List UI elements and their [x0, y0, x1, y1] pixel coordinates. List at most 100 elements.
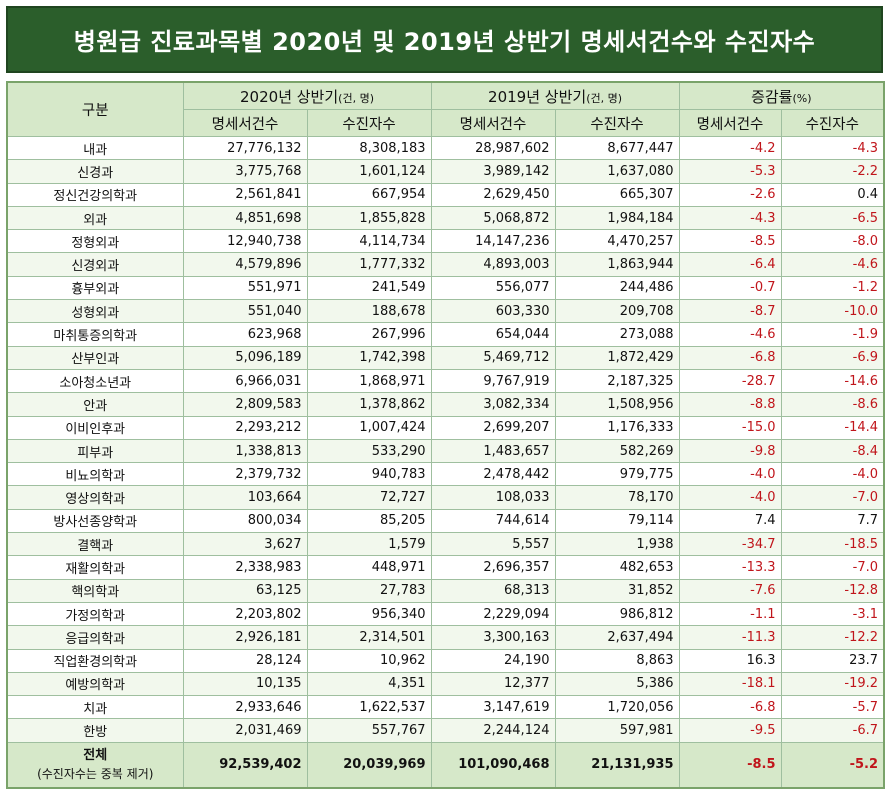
cell-claims-2019: 3,989,142: [430, 159, 556, 184]
cell-patients-2020: 85,205: [306, 508, 432, 534]
cell-claims-change: -4.0: [678, 462, 782, 487]
header-claims-2019: 명세서건수: [430, 109, 556, 137]
cell-patients-2019: 1,984,184: [554, 205, 680, 231]
cell-claims-2019: 28,987,602: [430, 135, 556, 161]
cell-claims-change: 7.4: [678, 508, 782, 534]
header-patients-2020: 수진자수: [306, 109, 432, 137]
cell-patients-2020: 10,962: [306, 648, 432, 673]
cell-claims-2020: 800,034: [182, 508, 308, 534]
data-table: 구분 2020년 상반기(건, 명) 2019년 상반기(건, 명) 증감률(%…: [6, 81, 886, 789]
cell-claims-2020: 3,775,768: [182, 159, 308, 184]
row-label: 피부과: [6, 438, 184, 464]
cell-patients-change: -4.0: [780, 462, 885, 487]
cell-patients-2019: 665,307: [554, 182, 680, 207]
cell-patients-change: 0.4: [780, 182, 885, 207]
cell-patients-change: -1.2: [780, 275, 885, 301]
table-row: 가정의학과 2,203,802 956,340 2,229,094 986,812 -1.…: [6, 601, 885, 627]
cell-claims-2020: 4,851,698: [182, 205, 308, 231]
cell-patients-2019: 273,088: [554, 322, 680, 347]
cell-claims-2020: 5,096,189: [182, 345, 308, 370]
total-claims-2019: 101,090,468: [430, 741, 556, 789]
cell-patients-2020: 1,378,862: [306, 392, 432, 417]
cell-patients-2019: 1,938: [554, 532, 680, 557]
total-claims-change: -8.5: [678, 741, 782, 789]
cell-patients-change: -18.5: [780, 532, 885, 557]
cell-claims-2020: 623,968: [182, 322, 308, 347]
table-row: 결핵과 3,627 1,579 5,557 1,938 -34.7 -18.5: [6, 532, 885, 557]
cell-claims-2020: 2,031,469: [182, 718, 308, 743]
cell-patients-2019: 1,508,956: [554, 392, 680, 417]
cell-patients-2020: 267,996: [306, 322, 432, 347]
cell-claims-change: -8.8: [678, 392, 782, 417]
header-patients-2019: 수진자수: [554, 109, 680, 137]
row-label: 응급의학과: [6, 625, 184, 650]
header-group-2020: 2020년 상반기(건, 명): [182, 81, 432, 110]
cell-claims-2020: 6,966,031: [182, 368, 308, 394]
cell-patients-2020: 188,678: [306, 299, 432, 324]
cell-patients-2019: 8,863: [554, 648, 680, 673]
row-label: 핵의학과: [6, 578, 184, 603]
table-row: 방사선종양학과 800,034 85,205 744,614 79,114 7.4 7.7: [6, 508, 885, 534]
cell-claims-2020: 2,338,983: [182, 555, 308, 580]
cell-patients-2019: 986,812: [554, 601, 680, 627]
cell-claims-2020: 4,579,896: [182, 252, 308, 277]
cell-patients-2020: 8,308,183: [306, 135, 432, 161]
cell-patients-2020: 1,855,828: [306, 205, 432, 231]
cell-claims-change: -18.1: [678, 671, 782, 697]
cell-patients-change: -4.3: [780, 135, 885, 161]
cell-claims-change: -8.5: [678, 229, 782, 254]
cell-patients-change: -8.0: [780, 229, 885, 254]
cell-claims-2019: 3,300,163: [430, 625, 556, 650]
cell-patients-2019: 79,114: [554, 508, 680, 534]
cell-patients-2020: 956,340: [306, 601, 432, 627]
cell-claims-2020: 2,926,181: [182, 625, 308, 650]
cell-patients-2020: 1,007,424: [306, 415, 432, 440]
table-row: 치과 2,933,646 1,622,537 3,147,619 1,720,056 -6…: [6, 695, 885, 720]
row-label: 정신건강의학과: [6, 182, 184, 207]
table-row: 안과 2,809,583 1,378,862 3,082,334 1,508,956 -8…: [6, 392, 885, 417]
cell-patients-2020: 27,783: [306, 578, 432, 603]
row-label: 가정의학과: [6, 601, 184, 627]
cell-claims-change: -34.7: [678, 532, 782, 557]
table-row: 직업환경의학과 28,124 10,962 24,190 8,863 16.3 23.7: [6, 648, 885, 673]
cell-patients-change: -4.6: [780, 252, 885, 277]
cell-claims-change: -8.7: [678, 299, 782, 324]
cell-patients-2020: 1,777,332: [306, 252, 432, 277]
header-category: 구분: [6, 81, 184, 137]
row-label: 직업환경의학과: [6, 648, 184, 673]
table-row: 이비인후과 2,293,212 1,007,424 2,699,207 1,176,33…: [6, 415, 885, 440]
cell-patients-2020: 940,783: [306, 462, 432, 487]
cell-claims-change: -4.0: [678, 485, 782, 510]
total-claims-2020: 92,539,402: [182, 741, 308, 789]
cell-claims-2020: 2,203,802: [182, 601, 308, 627]
cell-claims-2019: 1,483,657: [430, 438, 556, 464]
cell-patients-2020: 1,601,124: [306, 159, 432, 184]
table-row: 응급의학과 2,926,181 2,314,501 3,300,163 2,637,49…: [6, 625, 885, 650]
row-label: 정형외과: [6, 229, 184, 254]
cell-patients-2019: 1,872,429: [554, 345, 680, 370]
cell-patients-2019: 78,170: [554, 485, 680, 510]
cell-patients-2020: 667,954: [306, 182, 432, 207]
row-label: 비뇨의학과: [6, 462, 184, 487]
row-label: 소아청소년과: [6, 368, 184, 394]
row-label: 마취통증의학과: [6, 322, 184, 347]
row-label: 결핵과: [6, 532, 184, 557]
cell-patients-change: -2.2: [780, 159, 885, 184]
table-row: 신경과 3,775,768 1,601,124 3,989,142 1,637,080-…: [6, 159, 885, 184]
cell-patients-change: -8.6: [780, 392, 885, 417]
cell-claims-2019: 12,377: [430, 671, 556, 697]
row-label: 예방의학과: [6, 671, 184, 697]
cell-claims-2019: 2,244,124: [430, 718, 556, 743]
cell-claims-change: -4.6: [678, 322, 782, 347]
cell-patients-2019: 2,187,325: [554, 368, 680, 394]
cell-claims-2019: 2,629,450: [430, 182, 556, 207]
row-label: 신경외과: [6, 252, 184, 277]
header-group-change: 증감률(%): [678, 81, 885, 110]
cell-claims-2019: 108,033: [430, 485, 556, 510]
total-note: (수진자수는 중복 제거): [37, 766, 154, 781]
cell-claims-2020: 12,940,738: [182, 229, 308, 254]
table-row: 한방 2,031,469 557,767 2,244,124 597,981 -9.5 -6…: [6, 718, 885, 743]
cell-patients-change: -10.0: [780, 299, 885, 324]
cell-patients-2020: 448,971: [306, 555, 432, 580]
cell-claims-2019: 68,313: [430, 578, 556, 603]
